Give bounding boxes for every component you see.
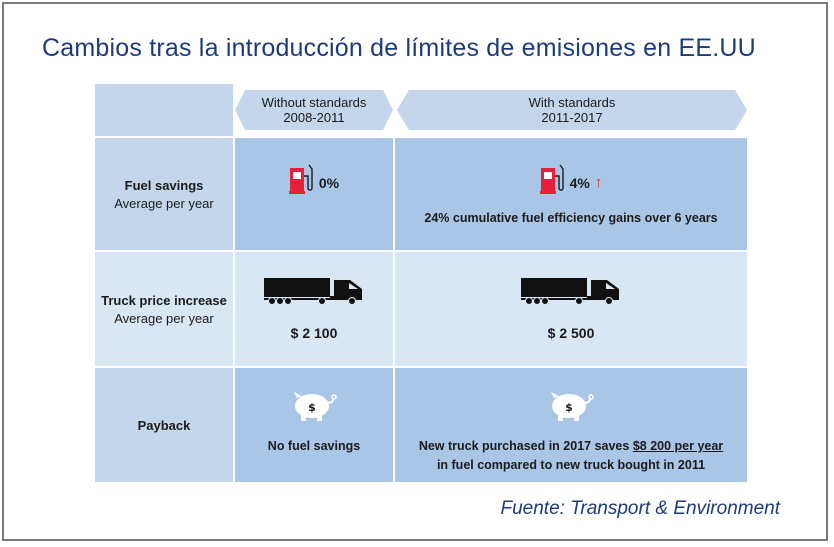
header-without-period: 2008-2011 xyxy=(283,110,345,125)
svg-text:$: $ xyxy=(565,401,573,414)
header-without-standards: Without standards 2008-2011 xyxy=(235,90,393,130)
header-chevron-with xyxy=(397,90,747,130)
payback-with-line2: in fuel compared to new truck bought in … xyxy=(436,458,706,472)
header-with-standards: With standards 2011-2017 xyxy=(397,90,747,130)
fuel-savings-sublabel: Average per year xyxy=(114,195,214,211)
fuel-savings-without-cell: 0% xyxy=(235,138,393,250)
comparison-infographic: Without standards 2008-2011 With standar… xyxy=(95,84,747,482)
truck-price-with-cell: $ 2 500 xyxy=(395,252,747,366)
fuel-savings-with-cell: 4% ↑ 24% cumulative fuel efficiency gain… xyxy=(395,138,747,250)
payback-with-cell: $ New truck purchased in 2017 saves $8 2… xyxy=(395,368,747,482)
truck-price-without-cell: $ 2 100 xyxy=(235,252,393,366)
fuel-pump-icon xyxy=(288,164,313,201)
header-with-title: With standards xyxy=(528,95,616,110)
piggy-bank-icon: $ xyxy=(548,388,594,427)
header-chevron-without xyxy=(235,90,393,130)
fuel-savings-with-note: 24% cumulative fuel efficiency gains ove… xyxy=(424,211,718,225)
fuel-savings-label: Fuel savings xyxy=(124,177,204,193)
truck-icon xyxy=(264,276,364,311)
piggy-bank-icon: $ xyxy=(291,388,337,427)
source-caption: Fuente: Transport & Environment xyxy=(500,498,781,519)
truck-icon xyxy=(521,276,621,311)
payback-with-highlight: $8 200 per year xyxy=(632,439,724,453)
truck-price-without-value: $ 2 100 xyxy=(290,325,338,341)
truck-price-sublabel: Average per year xyxy=(114,310,214,326)
truck-price-with-value: $ 2 500 xyxy=(547,325,595,341)
fuel-savings-with-value: 4% xyxy=(569,174,590,191)
row-label-fuel-savings: Fuel savings Average per year xyxy=(95,138,233,250)
payback-with-note: New truck purchased in 2017 saves $8 200… xyxy=(419,437,723,475)
payback-label: Payback xyxy=(137,417,191,433)
payback-without-note: No fuel savings xyxy=(267,439,361,453)
page-title: Cambios tras la introducción de límites … xyxy=(42,34,756,62)
fuel-pump-icon xyxy=(539,164,564,201)
payback-without-cell: $ No fuel savings xyxy=(235,368,393,482)
header-without-title: Without standards xyxy=(261,95,367,110)
payback-with-line1: New truck purchased in 2017 saves xyxy=(418,439,633,453)
figure-frame: Cambios tras la introducción de límites … xyxy=(2,2,828,541)
header-blank-cell xyxy=(95,84,233,136)
row-label-payback: Payback xyxy=(95,368,233,482)
fuel-savings-without-value: 0% xyxy=(318,174,340,191)
truck-price-label: Truck price increase xyxy=(101,292,227,308)
arrow-up-icon: ↑ xyxy=(594,174,603,191)
row-label-truck-price: Truck price increase Average per year xyxy=(95,252,233,366)
svg-text:$: $ xyxy=(308,401,316,414)
header-with-period: 2011-2017 xyxy=(541,110,603,125)
